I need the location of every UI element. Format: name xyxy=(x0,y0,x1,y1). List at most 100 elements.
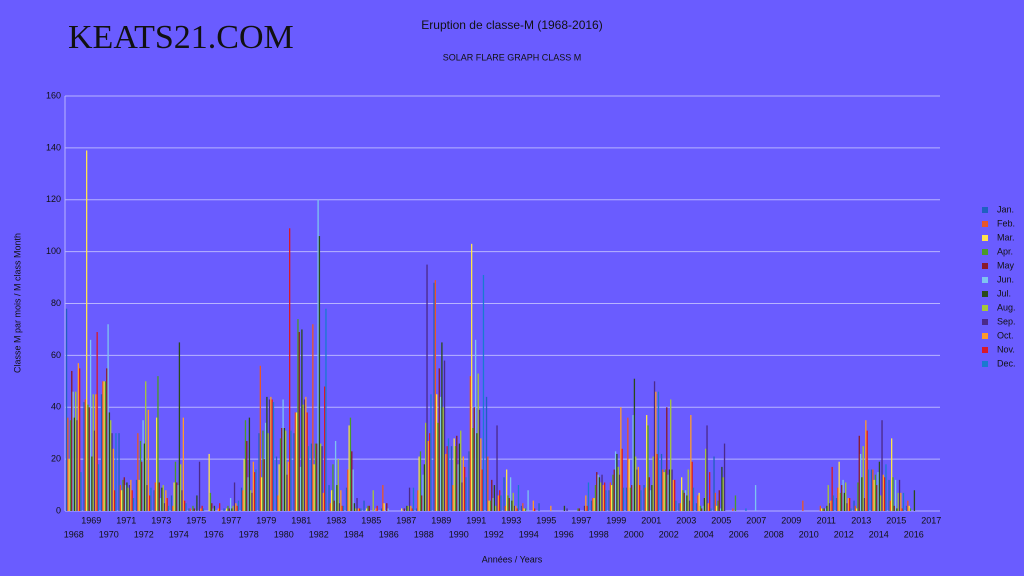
x-tick-label: 1974 xyxy=(169,529,189,539)
bar xyxy=(593,498,595,511)
bar xyxy=(511,500,513,511)
bar xyxy=(338,503,341,511)
bar xyxy=(719,508,722,511)
bar xyxy=(76,420,78,511)
bar xyxy=(850,508,852,511)
bar xyxy=(290,430,292,511)
bar xyxy=(91,456,93,511)
legend-swatch xyxy=(982,333,988,339)
bar xyxy=(139,440,142,511)
bar xyxy=(671,469,673,511)
bar xyxy=(261,477,263,511)
x-tick-label: 1978 xyxy=(239,529,259,539)
x-tick-label: 2005 xyxy=(711,515,731,525)
legend-swatch xyxy=(982,235,988,241)
y-tick-label: 80 xyxy=(51,298,61,308)
bar xyxy=(232,505,234,511)
bar xyxy=(622,487,625,511)
bar xyxy=(631,485,633,511)
bar xyxy=(102,381,104,511)
legend-label: Jul. xyxy=(997,288,1011,298)
bar xyxy=(471,243,473,511)
bar xyxy=(359,508,361,511)
bar xyxy=(127,487,129,511)
bar xyxy=(303,399,306,511)
bar xyxy=(264,422,267,511)
bar xyxy=(170,495,173,511)
bar xyxy=(418,456,420,511)
bar xyxy=(690,415,692,511)
bar xyxy=(242,490,244,511)
x-tick-label: 1985 xyxy=(361,515,381,525)
bar xyxy=(240,487,243,511)
bar xyxy=(438,368,440,511)
bar xyxy=(802,500,804,511)
bar xyxy=(259,365,261,511)
bar xyxy=(403,508,405,511)
bar xyxy=(185,503,187,511)
bar xyxy=(297,319,299,511)
bar xyxy=(437,422,439,511)
x-tick-label: 1968 xyxy=(64,529,84,539)
bar xyxy=(121,490,123,511)
bar xyxy=(835,498,838,511)
bar xyxy=(667,474,669,511)
x-tick-label: 1984 xyxy=(344,529,364,539)
bar xyxy=(132,498,135,511)
bar xyxy=(429,433,431,511)
bar xyxy=(167,505,170,511)
x-tick-label: 1976 xyxy=(204,529,224,539)
bar xyxy=(212,508,214,511)
x-tick-label: 2016 xyxy=(904,529,924,539)
bar xyxy=(872,469,874,511)
bar xyxy=(347,469,349,511)
bar xyxy=(703,498,706,511)
bar xyxy=(227,505,229,511)
bar xyxy=(231,508,233,511)
bar xyxy=(147,409,149,511)
bar xyxy=(481,469,483,511)
bar xyxy=(247,477,249,511)
bar xyxy=(480,438,482,511)
bar xyxy=(301,329,303,511)
bar xyxy=(149,495,151,511)
x-tick-label: 1971 xyxy=(116,515,136,525)
x-tick-label: 2006 xyxy=(729,529,749,539)
bar xyxy=(670,399,672,511)
bar xyxy=(487,456,489,511)
bar xyxy=(824,508,827,511)
bar xyxy=(702,505,704,511)
bar xyxy=(337,459,339,511)
bar xyxy=(504,505,506,511)
bar xyxy=(865,420,867,511)
bar xyxy=(616,453,618,511)
bar xyxy=(181,490,183,511)
bar xyxy=(328,485,330,511)
bar xyxy=(853,500,855,511)
y-tick-label: 0 xyxy=(56,505,61,515)
bar xyxy=(141,461,143,511)
bar xyxy=(277,495,279,511)
bar xyxy=(89,339,92,511)
bar xyxy=(336,485,338,511)
bar xyxy=(137,433,139,511)
bar xyxy=(357,508,359,511)
bar xyxy=(281,428,283,511)
bar xyxy=(613,469,615,511)
bar xyxy=(111,433,113,511)
bar xyxy=(434,280,436,511)
bar xyxy=(664,469,667,511)
x-tick-label: 2001 xyxy=(641,515,661,525)
bar xyxy=(423,464,426,511)
bar xyxy=(192,505,194,511)
bar xyxy=(858,435,860,511)
bar xyxy=(208,453,210,511)
bar xyxy=(312,324,314,511)
bar xyxy=(601,474,603,511)
bar xyxy=(411,508,413,511)
bar xyxy=(522,503,524,511)
bar xyxy=(697,495,699,511)
bar xyxy=(156,417,158,511)
x-tick-label: 1987 xyxy=(396,515,416,525)
bar xyxy=(843,492,846,511)
